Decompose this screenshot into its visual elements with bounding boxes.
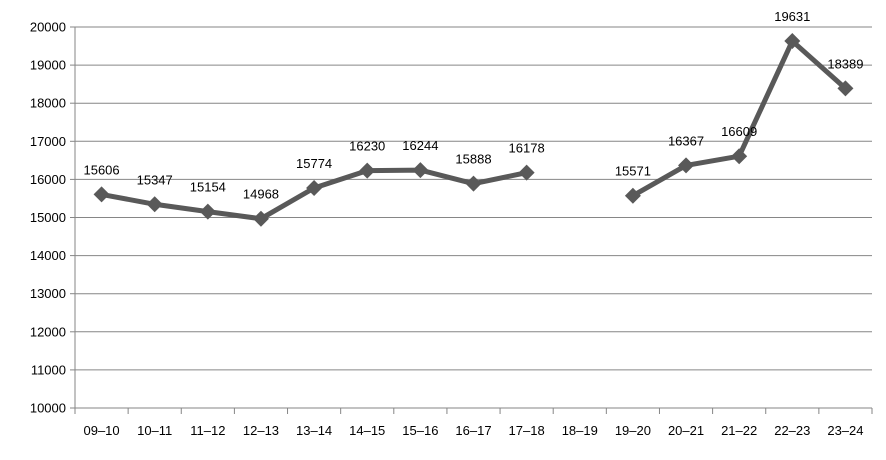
data-point-marker xyxy=(199,203,216,220)
data-label: 16367 xyxy=(668,133,704,148)
y-tick-label: 17000 xyxy=(30,134,66,149)
data-label: 15571 xyxy=(615,164,651,179)
x-tick-label: 18–19 xyxy=(562,423,598,438)
data-label: 16178 xyxy=(509,141,545,156)
data-point-marker xyxy=(784,33,801,50)
y-tick-label: 20000 xyxy=(30,20,66,35)
data-point-marker xyxy=(306,180,323,197)
data-label: 15888 xyxy=(455,152,491,167)
data-label: 18389 xyxy=(827,56,863,71)
x-tick-label: 22–23 xyxy=(774,423,810,438)
y-tick-label: 18000 xyxy=(30,96,66,111)
x-tick-labels: 09–10 10–11 11–12 12–13 13–14 14–15 15–16 16–17… xyxy=(83,423,863,438)
data-markers xyxy=(93,33,854,227)
x-tick-label: 11–12 xyxy=(190,423,225,438)
data-point-marker xyxy=(731,148,748,165)
y-tick-label: 12000 xyxy=(30,324,66,339)
y-tick-label: 16000 xyxy=(30,172,66,187)
data-point-marker xyxy=(518,164,535,181)
data-labels: 15606 15347 15154 14968 15774 16230 16244 15888… xyxy=(83,9,863,202)
data-point-marker xyxy=(252,210,269,227)
x-tick-label: 12–13 xyxy=(243,423,279,438)
data-label: 15774 xyxy=(296,156,332,171)
axes xyxy=(70,26,873,414)
data-point-marker xyxy=(837,80,854,97)
x-tick-label: 09–10 xyxy=(83,423,119,438)
x-tick-label: 10–11 xyxy=(137,423,172,438)
data-point-marker xyxy=(146,196,163,213)
y-tick-label: 14000 xyxy=(30,248,66,263)
y-tick-label: 10000 xyxy=(30,401,66,416)
data-label: 15606 xyxy=(83,162,119,177)
x-tick-label: 23–24 xyxy=(827,423,863,438)
data-point-marker xyxy=(359,162,376,179)
data-point-marker xyxy=(624,187,641,204)
x-tick-label: 15–16 xyxy=(402,423,438,438)
data-label: 16244 xyxy=(402,138,438,153)
x-tick-label: 21–22 xyxy=(721,423,757,438)
data-point-marker xyxy=(412,162,429,179)
y-tick-label: 19000 xyxy=(30,58,66,73)
y-tick-labels: 10000 11000 12000 13000 14000 15000 16000 17000… xyxy=(30,20,66,416)
data-label: 14968 xyxy=(243,187,279,202)
data-label: 15154 xyxy=(190,180,226,195)
y-tick-label: 15000 xyxy=(30,210,66,225)
x-tick-label: 16–17 xyxy=(455,423,491,438)
x-tick-label: 19–20 xyxy=(615,423,651,438)
data-label: 15347 xyxy=(137,172,173,187)
data-point-marker xyxy=(678,157,695,174)
data-label: 19631 xyxy=(774,9,810,24)
x-tick-label: 20–21 xyxy=(668,423,704,438)
y-tick-label: 11000 xyxy=(31,362,66,377)
data-label: 16609 xyxy=(721,124,757,139)
data-label: 16230 xyxy=(349,139,385,154)
x-tick-label: 13–14 xyxy=(296,423,332,438)
gridlines xyxy=(75,26,872,409)
x-tick-label: 14–15 xyxy=(349,423,385,438)
data-point-marker xyxy=(93,186,110,203)
x-tick-label: 17–18 xyxy=(509,423,545,438)
series-line-segment xyxy=(630,38,848,199)
y-tick-label: 13000 xyxy=(30,286,66,301)
data-point-marker xyxy=(465,175,482,192)
